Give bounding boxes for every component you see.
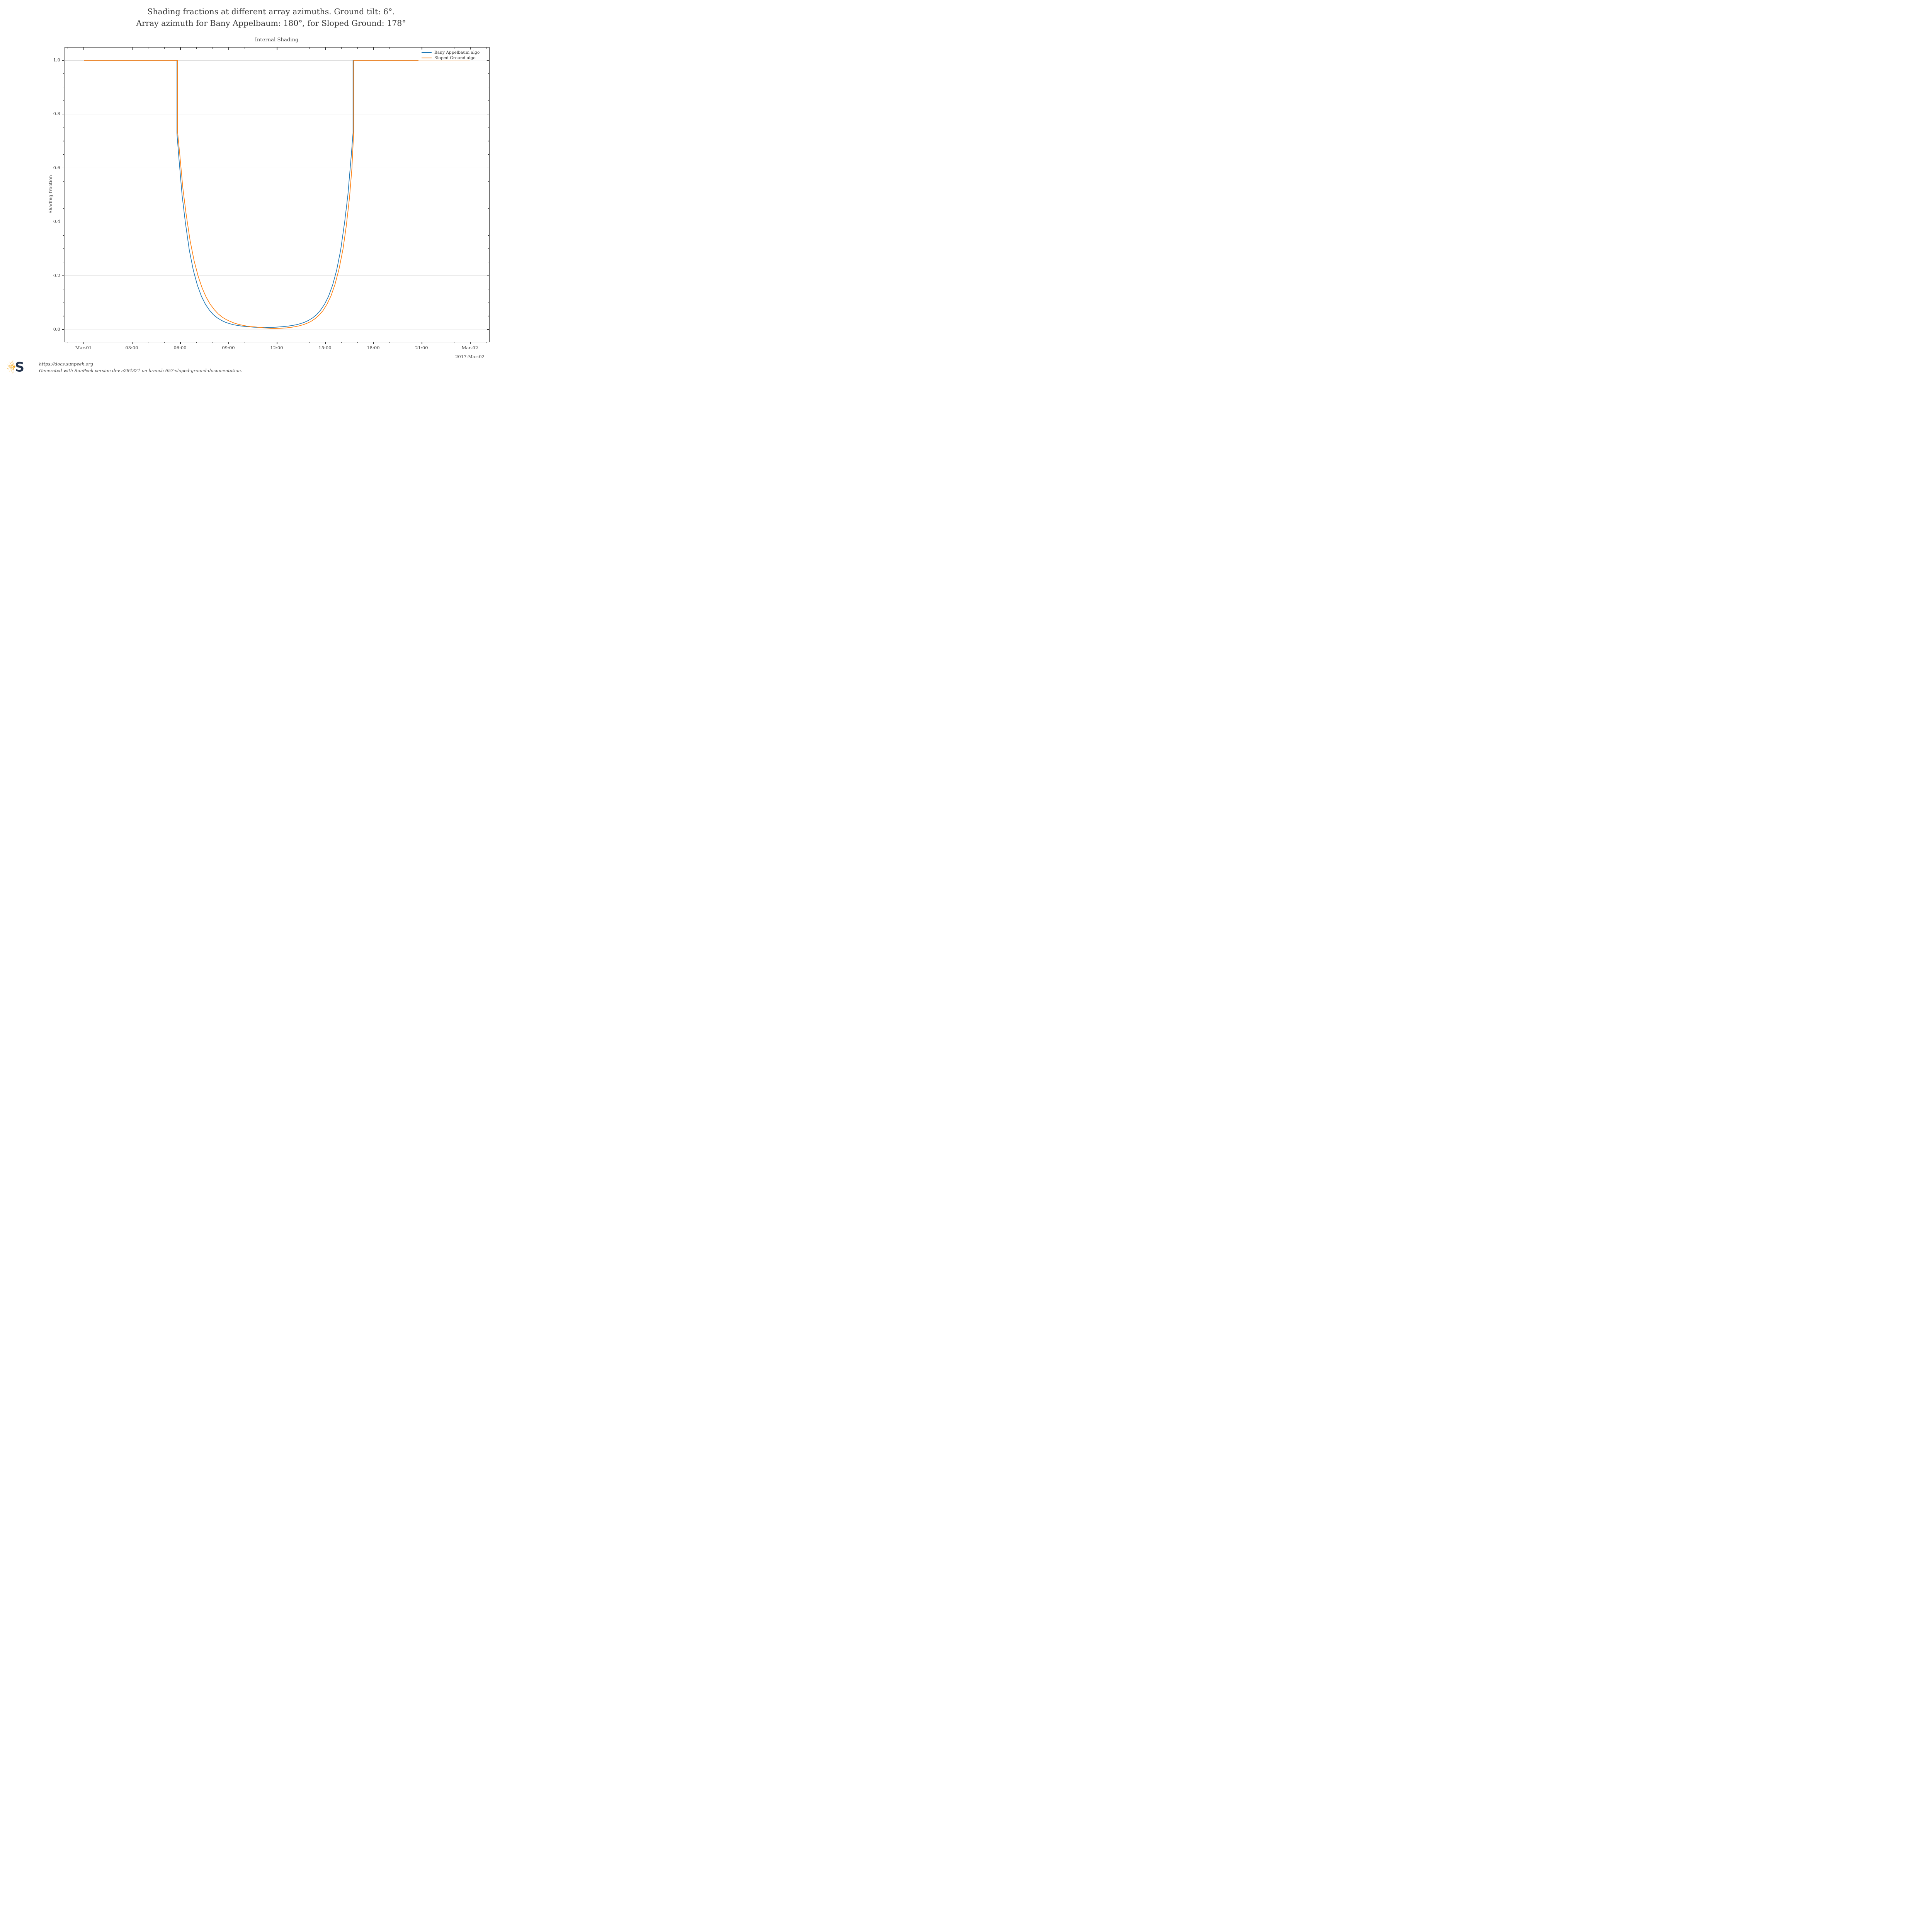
x-minor-tick — [357, 48, 358, 49]
logo-letter-s: S — [15, 360, 25, 375]
y-minor-tick — [488, 154, 489, 155]
x-tick-label: 15:00 — [318, 345, 332, 350]
y-tick-label: 0.0 — [53, 326, 60, 332]
y-gridline — [65, 60, 489, 61]
series-line-sloped-ground-algo — [84, 60, 471, 329]
legend-entry-label: Sloped Ground algo — [434, 56, 476, 60]
plot-area — [62, 47, 490, 344]
x-minor-tick — [341, 48, 342, 49]
logo-sun-ray — [12, 359, 14, 364]
logo-sun-ray — [6, 367, 11, 369]
suptitle-line-2: Array azimuth for Bany Appelbaum: 180°, … — [136, 19, 406, 28]
y-minor-tick — [488, 181, 489, 182]
logo-sun-arc — [12, 364, 14, 369]
y-minor-tick — [63, 100, 65, 101]
legend-entry: Sloped Ground algo — [418, 56, 486, 61]
y-minor-tick — [63, 248, 65, 249]
x-major-tick — [83, 48, 84, 50]
x-minor-tick — [309, 48, 310, 49]
y-minor-tick — [63, 208, 65, 209]
y-minor-tick — [488, 73, 489, 74]
x-tick-label: 18:00 — [367, 345, 380, 350]
x-major-tick — [83, 342, 84, 344]
y-minor-tick — [488, 100, 489, 101]
logo-sun-ray — [8, 368, 11, 370]
logo-sun-core — [13, 366, 15, 368]
x-tick-label: 12:00 — [270, 345, 283, 350]
legend: Bany Appelbaum algo Sloped Ground algo — [418, 49, 486, 61]
y-major-tick — [62, 275, 65, 276]
y-tick-label: 1.0 — [53, 57, 60, 63]
y-axis-label: Shading fraction — [48, 175, 53, 214]
x-tick-label: 09:00 — [222, 345, 235, 350]
legend-entry: Bany Appelbaum algo — [418, 50, 486, 55]
y-major-tick — [487, 329, 489, 330]
logo-sun-ray — [10, 369, 13, 372]
y-tick-label: 0.2 — [53, 272, 60, 278]
x-minor-tick — [389, 342, 390, 343]
x-tick-label: 21:00 — [415, 345, 428, 350]
x-tick-label: Mar-02 — [461, 345, 478, 350]
x-major-tick — [373, 342, 374, 344]
x-tick-label: Mar-01 — [75, 345, 92, 350]
x-minor-tick — [357, 342, 358, 343]
x-tick-label: 03:00 — [125, 345, 138, 350]
logo-sun-ray — [8, 363, 11, 366]
y-tick-label: 0.8 — [53, 111, 60, 117]
x-minor-tick — [164, 342, 165, 343]
x-major-tick — [373, 48, 374, 50]
x-tick-label: 06:00 — [173, 345, 187, 350]
figure-root: Shading fractions at different array azi… — [0, 0, 542, 383]
legend-entry-label: Bany Appelbaum algo — [434, 50, 480, 55]
x-minor-tick — [309, 342, 310, 343]
x-offset-label: 2017-Mar-02 — [455, 354, 485, 359]
x-major-tick — [228, 48, 229, 50]
logo-sun-ray — [8, 361, 12, 365]
y-tick-label: 0.4 — [53, 219, 60, 224]
y-major-tick — [62, 329, 65, 330]
y-minor-tick — [488, 248, 489, 249]
logo-sun-ray — [10, 361, 13, 364]
legend-line-sample — [422, 52, 432, 53]
footer-generated-line: Generated with SunPeek version dev a2843… — [39, 368, 242, 373]
y-major-tick — [487, 275, 489, 276]
x-minor-tick — [341, 342, 342, 343]
sunpeek-logo: S — [6, 359, 25, 375]
logo-sun-ray — [8, 369, 12, 372]
footer-url: https://docs.sunpeek.org — [39, 362, 94, 367]
y-minor-tick — [63, 73, 65, 74]
x-minor-tick — [389, 48, 390, 49]
x-minor-tick — [164, 48, 165, 49]
x-minor-tick — [196, 48, 197, 49]
series-lines — [84, 60, 471, 329]
axes-title: Internal Shading — [255, 37, 299, 43]
logo-sun-arc — [11, 364, 14, 370]
y-minor-tick — [63, 181, 65, 182]
suptitle-line-1: Shading fractions at different array azi… — [147, 7, 395, 16]
logo-sun-ray — [6, 364, 11, 366]
logo-sun-icon — [6, 359, 14, 374]
y-minor-tick — [488, 208, 489, 209]
series-line-bany-appelbaum-algo — [84, 60, 471, 328]
y-tick-label: 0.6 — [53, 165, 60, 170]
y-minor-tick — [63, 154, 65, 155]
x-minor-tick — [196, 342, 197, 343]
x-major-tick — [228, 342, 229, 344]
y-gridline — [65, 275, 489, 276]
logo-sun-ray — [12, 370, 14, 374]
